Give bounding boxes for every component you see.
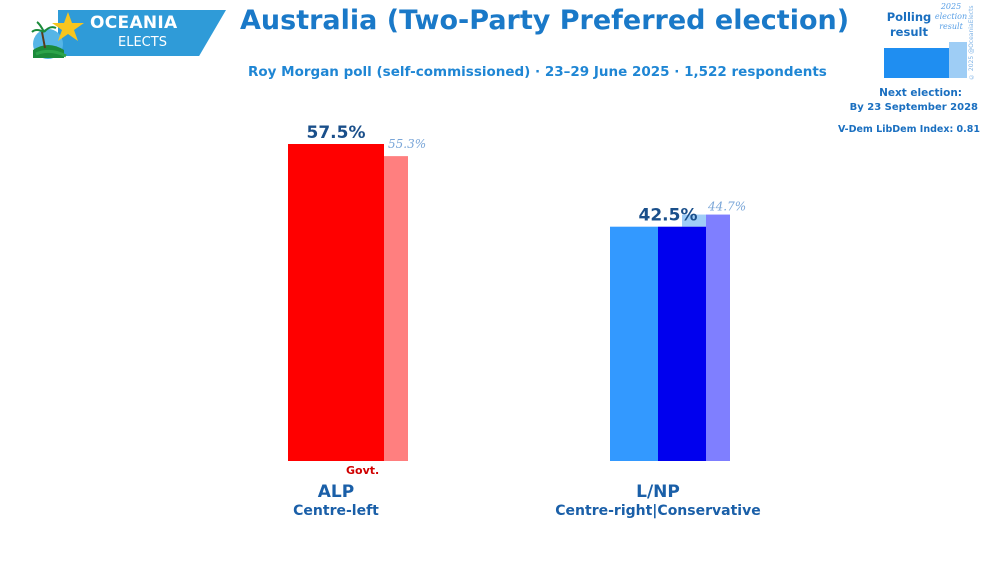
party-desc-alp: Centre-left: [293, 503, 379, 519]
legend-polling-swatch: [884, 48, 949, 78]
legend-election-swatch: [949, 42, 967, 78]
next-election-date: By 23 September 2028: [849, 102, 978, 113]
legend-polling-label: Polling result: [886, 10, 932, 39]
chart-title: Australia (Two-Party Preferred election): [240, 5, 850, 36]
logo-banner: [58, 10, 226, 56]
bar-lnp-election: [706, 214, 730, 461]
party-name-alp: ALP: [317, 482, 355, 502]
party-desc-lnp: Centre-right|Conservative: [555, 503, 761, 519]
vdem-index: V-Dem LibDem Index: 0.81: [838, 124, 980, 135]
govt-marker: Govt.: [346, 464, 380, 477]
logo-subtitle: ELECTS: [118, 35, 167, 50]
next-election-label: Next election:: [879, 87, 962, 99]
bar-lnp-election-top: [682, 214, 706, 227]
value-label-lnp-election: 44.7%: [707, 200, 746, 214]
bar-lnp-poll-a: [610, 226, 658, 461]
value-label-alp-poll: 57.5%: [307, 123, 366, 143]
bar-alp-poll: [288, 144, 384, 461]
logo-title: OCEANIA: [90, 13, 178, 33]
bar-lnp-poll-b: [658, 226, 706, 461]
island-star-icon: [31, 12, 84, 59]
value-label-alp-election: 55.3%: [388, 137, 426, 151]
value-label-lnp-poll: 42.5%: [639, 206, 698, 226]
party-label-lnp: L/NP Centre-right|Conservative: [538, 482, 778, 519]
party-name-lnp: L/NP: [636, 482, 680, 502]
bar-alp-election: [384, 156, 408, 461]
party-label-alp: ALP Centre-left: [236, 482, 436, 519]
chart-subtitle: Roy Morgan poll (self-commissioned) · 23…: [248, 64, 827, 80]
oceania-elects-logo: OCEANIA ELECTS: [28, 10, 228, 59]
legend-election-label: 2025 election result: [934, 2, 968, 31]
